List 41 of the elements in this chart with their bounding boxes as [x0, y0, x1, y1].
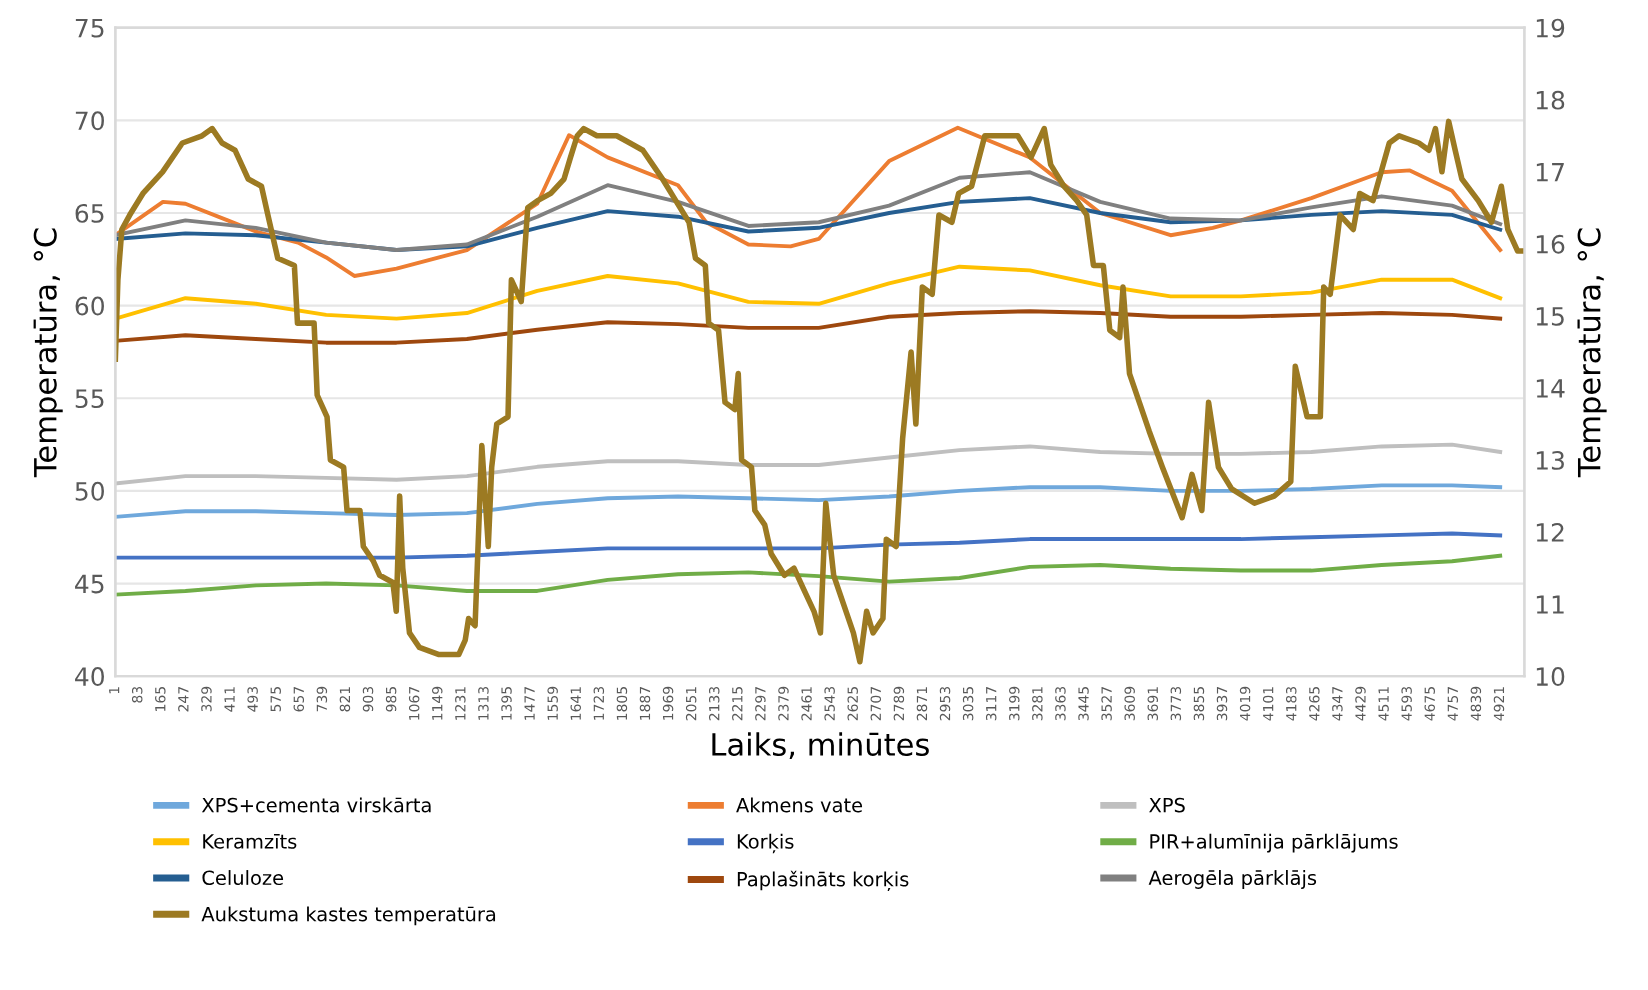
line-series [115, 125, 1503, 278]
y2-tick-label: 18 [1536, 90, 1565, 110]
y2-tick-label: 12 [1536, 523, 1564, 542]
y-tick-label: 40 [75, 667, 104, 687]
legend-label: PIR+alumīnija pārklājums [1150, 833, 1398, 853]
y-axis-title: Temperatūra, °C [33, 228, 63, 478]
y2-tick-label: 15 [1536, 307, 1564, 326]
y-tick-label: 75 [75, 18, 104, 38]
y2-tick-label: 13 [1536, 450, 1564, 470]
y2-tick-label: 16 [1536, 234, 1565, 254]
y-tick-label: 60 [75, 296, 104, 316]
y2-tick-label: 17 [1536, 163, 1564, 182]
line-series [115, 170, 1503, 252]
legend-label: Celuloze [202, 870, 284, 886]
line-series [115, 309, 1503, 345]
y-tick-label: 55 [75, 389, 104, 409]
line-series [115, 531, 1503, 560]
y-tick-label: 45 [75, 574, 104, 594]
legend-label: Aukstuma kastes temperatūra [201, 906, 496, 926]
x-axis-title: Laiks, minūtes [712, 732, 929, 760]
y2-tick-label: 14 [1536, 379, 1565, 398]
legend-label: Akmens vate [736, 797, 863, 813]
line-series [115, 264, 1503, 321]
line-series [115, 196, 1503, 252]
y2-tick-label: 11 [1536, 595, 1564, 614]
legend-label: XPS [1149, 797, 1185, 813]
legend-label: Keramzīts [203, 834, 297, 849]
y-tick-label: 70 [75, 111, 104, 131]
legend-label: Aerogēla pārklājs [1148, 870, 1317, 889]
line-series [115, 483, 1503, 519]
y2-axis-title: Temperatūra, °C [1577, 228, 1607, 478]
legend-label: Korķis [737, 833, 794, 854]
y2-tick-label: 19 [1536, 18, 1565, 38]
line-series [115, 553, 1503, 597]
y-tick-label: 65 [75, 203, 104, 223]
line-series [115, 442, 1503, 486]
legend-label: XPS+cementa virskārta [201, 797, 431, 813]
y-tick-label: 50 [75, 481, 104, 501]
line-series [115, 118, 1525, 665]
legend-label: Paplašināts korķis [737, 870, 909, 891]
y2-tick-label: 10 [1536, 667, 1565, 687]
